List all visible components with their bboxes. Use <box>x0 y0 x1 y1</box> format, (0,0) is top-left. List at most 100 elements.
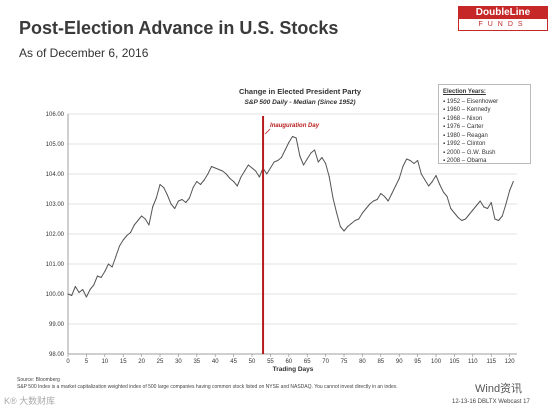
data-point <box>479 200 481 202</box>
legend-item-label: 1968 – Nixon <box>446 115 483 122</box>
slide-title: Post-Election Advance in U.S. Stocks <box>19 18 339 38</box>
data-point <box>280 156 283 159</box>
chart-title: Change in Elected President Party <box>239 87 362 96</box>
x-axis-label: Trading Days <box>273 366 314 373</box>
data-point <box>188 197 191 199</box>
data-point <box>490 201 492 204</box>
data-point <box>247 164 249 166</box>
data-point <box>501 215 503 217</box>
inauguration-label: Inauguration Day <box>270 123 320 129</box>
legend-item: ▪ 1992 – Clinton <box>443 141 486 147</box>
legend-item: ▪ 2008 – Obama <box>443 158 487 164</box>
doubleline-logo: DoubleLine FUNDS <box>458 6 548 31</box>
data-point <box>74 285 76 288</box>
data-point <box>358 218 360 220</box>
x-tick-label: 5 <box>85 359 89 365</box>
data-point <box>111 266 113 268</box>
data-point <box>442 191 444 193</box>
x-tick-label: 110 <box>468 359 478 365</box>
legend-item-label: 2000 – G.W. Bush <box>446 149 496 156</box>
data-point <box>302 164 305 166</box>
legend: Election Years: ▪ 1952 – Eisenhower ▪ 19… <box>438 84 531 164</box>
data-point <box>225 173 227 175</box>
data-point <box>409 159 411 162</box>
footnote: Source: Bloomberg S&P 500 Index is a mar… <box>17 377 447 391</box>
data-point <box>428 185 430 187</box>
data-point <box>372 200 375 202</box>
data-point <box>431 180 433 183</box>
data-point <box>96 275 98 277</box>
data-point <box>339 225 341 228</box>
data-point <box>133 224 135 226</box>
data-point <box>155 197 157 199</box>
x-tick-label: 35 <box>193 359 200 365</box>
data-point <box>314 149 316 151</box>
data-point <box>192 186 194 189</box>
x-tick-label: 65 <box>304 359 311 365</box>
x-tick-label: 105 <box>449 359 460 365</box>
watermark-left: K® 大数财库 <box>4 396 56 406</box>
data-point <box>258 176 260 178</box>
x-tick-label: 90 <box>396 359 403 365</box>
x-tick-label: 0 <box>66 359 70 365</box>
data-point <box>240 176 242 178</box>
legend-item: ▪ 1968 – Nixon <box>443 115 483 122</box>
data-point <box>376 198 378 201</box>
data-point <box>71 294 73 297</box>
data-point <box>457 216 459 219</box>
legend-item-label: 1976 – Carter <box>446 124 484 130</box>
data-point <box>464 218 467 220</box>
data-point <box>483 206 485 208</box>
data-point <box>177 200 179 202</box>
data-point <box>141 215 143 217</box>
data-point <box>170 203 172 205</box>
data-point <box>472 209 474 211</box>
x-tick-label: 80 <box>359 359 366 365</box>
data-point <box>93 284 95 286</box>
data-point <box>107 263 110 265</box>
data-point <box>387 200 389 202</box>
x-tick-label: 15 <box>120 359 127 365</box>
y-tick-label: 102.00 <box>46 232 65 238</box>
footer-webcast-label: 12-13-16 DBLTX Webcast 17 <box>452 399 530 405</box>
data-point <box>512 180 514 183</box>
chart-subtitle: S&P 500 Daily - Median (Since 1952) <box>244 99 355 106</box>
data-point <box>487 207 489 210</box>
data-point <box>383 195 386 198</box>
footnote-text: S&P 500 Index is a market capitalization… <box>17 384 398 390</box>
x-tick-label: 75 <box>341 359 348 365</box>
logo-bottom-text: FUNDS <box>478 21 528 28</box>
data-point <box>196 180 198 183</box>
data-point <box>398 177 400 180</box>
data-point <box>413 162 415 165</box>
data-point <box>159 183 161 186</box>
data-point <box>163 186 165 189</box>
data-point <box>85 296 87 298</box>
data-point <box>266 173 268 175</box>
data-point <box>126 234 128 237</box>
x-tick-label: 100 <box>431 359 442 365</box>
data-point <box>325 162 327 165</box>
x-tick-label: 60 <box>285 359 292 365</box>
data-point <box>321 156 323 159</box>
data-point <box>284 149 286 151</box>
data-point <box>148 224 150 226</box>
data-point <box>100 276 102 279</box>
inauguration-arrow <box>264 128 271 135</box>
axes: 98.00 99.00 100.00 101.00 102.00 103.00 104.00… <box>46 112 517 365</box>
y-tick-label: 98.00 <box>49 352 65 358</box>
data-point <box>288 141 290 144</box>
data-point <box>255 170 257 172</box>
data-point <box>137 219 139 222</box>
data-point <box>468 213 470 216</box>
x-tick-label: 95 <box>414 359 421 365</box>
data-point <box>295 137 297 139</box>
data-point <box>130 231 132 234</box>
legend-item: ▪ 1960 – Kennedy <box>443 107 491 113</box>
data-point <box>494 218 496 220</box>
y-tick-label: 100.00 <box>46 292 65 298</box>
data-point <box>233 180 235 183</box>
data-point <box>222 170 224 172</box>
data-point <box>89 288 91 291</box>
x-tick-label: 85 <box>377 359 384 365</box>
